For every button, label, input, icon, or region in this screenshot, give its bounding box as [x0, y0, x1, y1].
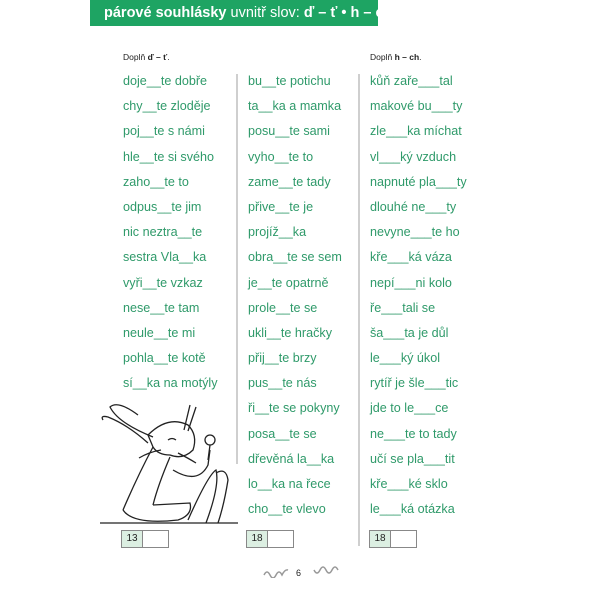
exercise-column-2: bu__te potichu ta__ka a mamka posu__te sam… [248, 72, 342, 525]
exercise-item: lo__ka na řece [248, 477, 331, 491]
max-score: 13 [122, 531, 143, 547]
exercise-item: je__te opatrně [248, 275, 329, 290]
exercise-item: posu__te sami [248, 124, 330, 139]
exercise-item: ša___ta je důl [370, 325, 449, 340]
exercise-item: pus__te nás [248, 376, 317, 391]
page-number: 6 [296, 568, 302, 578]
exercise-item: vyři__te vzkaz [123, 275, 203, 290]
exercise-item: le___ká otázka [370, 502, 455, 517]
exercise-item: chy__te zloděje [123, 99, 211, 114]
instruction-1: Doplň ď – ť. [123, 52, 170, 62]
exercise-item: makové bu___ty [370, 99, 463, 114]
exercise-item: dlouhé ne___ty [370, 199, 457, 214]
exercise-item: sestra Vla__ka [123, 250, 207, 265]
score-input[interactable] [268, 531, 293, 547]
exercise-item: ne___te to tady [370, 426, 457, 441]
exercise-item: nese__te tam [123, 300, 200, 315]
exercise-item: zaho__te to [123, 174, 189, 189]
exercise-item: obra__te se sem [248, 250, 342, 265]
exercise-item: učí se pla___tit [370, 451, 455, 466]
exercise-item: rytíř je šle___tic [370, 376, 459, 391]
section-title: párové souhlásky uvnitř slov: ď – ť • h … [90, 0, 392, 26]
exercise-item: prole__te se [248, 300, 318, 315]
exercise-item: neule__te mi [123, 325, 196, 340]
exercise-item: ře___tali se [370, 300, 436, 315]
exercise-item: vl___ký vzduch [370, 149, 457, 164]
score-box-1: 13 [121, 530, 169, 548]
exercise-item: vyho__te to [248, 149, 314, 164]
score-input[interactable] [143, 531, 168, 547]
title-letters: ď – ť • h – ch [303, 5, 393, 21]
exercise-item: sí__ka na motýly [123, 376, 218, 391]
score-input[interactable] [391, 531, 416, 547]
exercise-item: pohla__te kotě [123, 351, 206, 366]
exercise-item: nevyne___te ho [370, 225, 460, 240]
title-bold: párové souhlásky [104, 5, 227, 21]
exercise-item: bu__te potichu [248, 74, 331, 88]
max-score: 18 [370, 531, 391, 547]
column-divider [236, 74, 238, 464]
worm-decoration-icon [263, 569, 289, 578]
exercise-item: napnuté pla___ty [370, 174, 467, 189]
exercise-item: kůň zaře___tal [370, 74, 453, 88]
exercise-item: ta__ka a mamka [248, 99, 342, 114]
exercise-item: posa__te se [248, 426, 317, 441]
exercise-item: nepí___ni kolo [370, 275, 452, 290]
exercise-item: odpus__te jim [123, 199, 202, 214]
title-normal: uvnitř slov: [226, 5, 304, 21]
column-divider [358, 74, 360, 546]
exercise-item: zame__te tady [248, 174, 331, 189]
exercise-item: jde to le___ce [370, 401, 449, 416]
exercise-column-3: kůň zaře___tal makové bu___ty zle___ka míc… [370, 72, 467, 525]
worm-decoration-icon [313, 566, 339, 574]
rabbit-illustration [100, 404, 238, 524]
score-box-2: 18 [246, 530, 294, 548]
exercise-item: hle__te si svého [123, 149, 215, 164]
exercise-item: ukli__te hračky [248, 325, 332, 340]
exercise-item: kře___ké sklo [370, 477, 448, 491]
exercise-item: nic neztra__te [123, 225, 203, 240]
exercise-item: přij__te brzy [248, 351, 317, 366]
instruction-2: Doplň h – ch. [370, 52, 422, 62]
exercise-column-1: doje__te dobře chy__te zloděje poj__te s n… [123, 72, 218, 399]
exercise-item: poj__te s námi [123, 124, 205, 139]
exercise-item: projíž__ka [248, 225, 307, 240]
max-score: 18 [247, 531, 268, 547]
score-box-3: 18 [369, 530, 417, 548]
exercise-item: le___ký úkol [370, 351, 441, 366]
exercise-item: přive__te je [248, 199, 314, 214]
exercise-item: cho__te vlevo [248, 502, 326, 517]
exercise-item: zle___ka míchat [370, 124, 462, 139]
exercise-item: ři__te se pokyny [248, 401, 340, 416]
exercise-item: kře___ká váza [370, 250, 452, 265]
exercise-item: doje__te dobře [123, 74, 208, 88]
exercise-item: dřevěná la__ka [248, 451, 335, 466]
